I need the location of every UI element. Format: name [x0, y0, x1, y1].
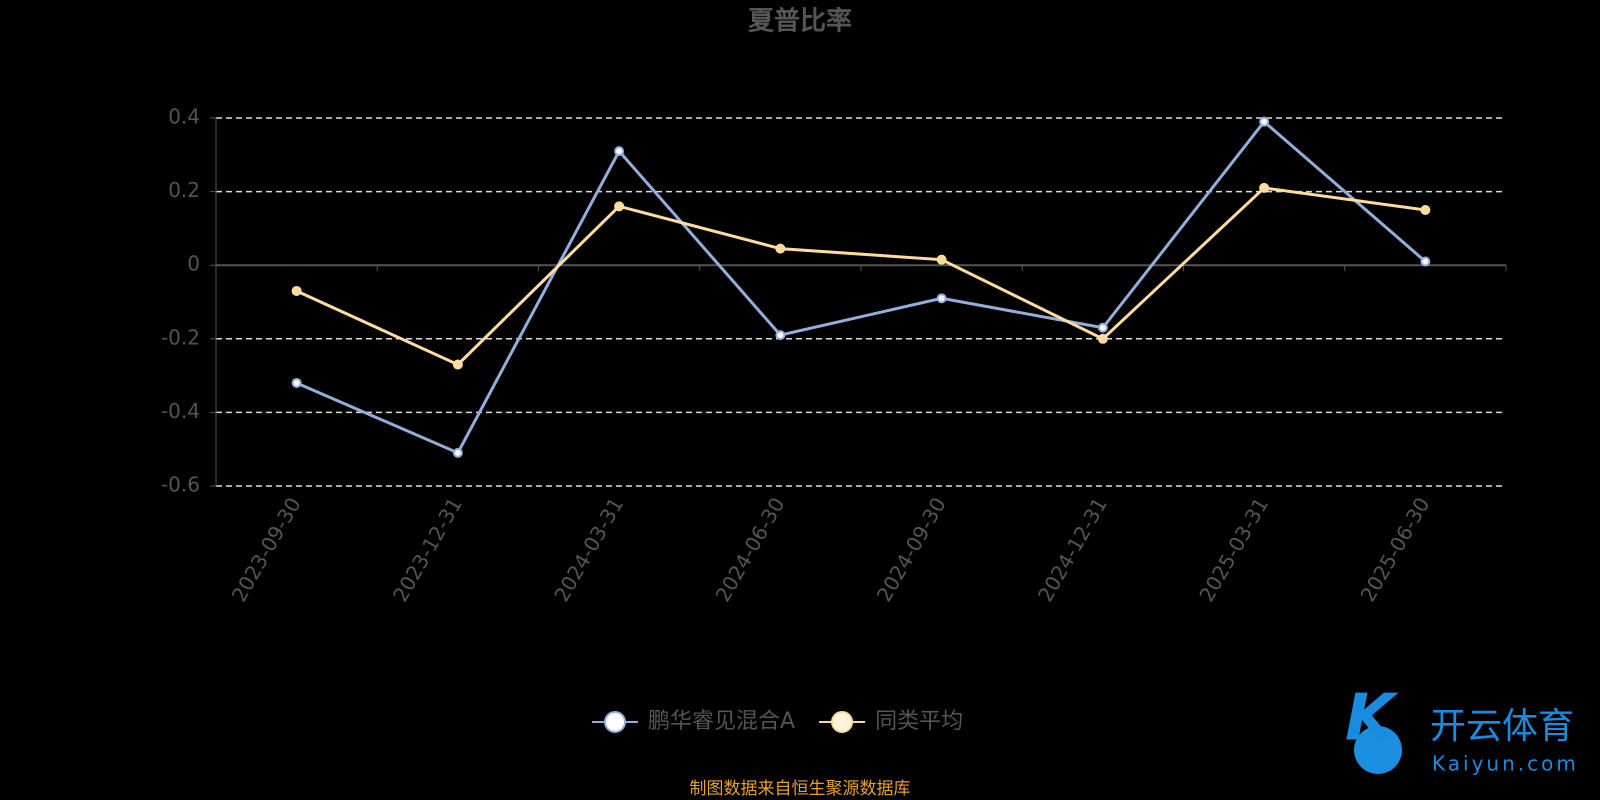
data-point [775, 330, 786, 341]
chart-title: 夏普比率 [748, 6, 852, 37]
data-point [936, 254, 947, 265]
data-point [1259, 116, 1270, 127]
data-point [1097, 322, 1108, 333]
x-tick-label: 2024-03-31 [549, 493, 628, 606]
x-tick-label: 2024-09-30 [872, 493, 951, 606]
legend-marker [831, 711, 854, 733]
watermark-icon [1354, 726, 1402, 774]
source-note: 制图数据来自恒生聚源数据库 [690, 779, 911, 799]
data-point [775, 243, 786, 254]
y-tick-label: -0.4 [161, 399, 200, 423]
series-line [296, 119, 1427, 455]
data-point [1420, 205, 1431, 215]
watermark: K 开云体育 Kaiyun.com [1345, 682, 1579, 776]
y-tick-label: -0.2 [161, 325, 200, 349]
data-point [291, 285, 302, 296]
x-tick-label: 2025-03-31 [1194, 493, 1273, 606]
data-point [1420, 256, 1431, 267]
watermark-k: K [1345, 682, 1399, 756]
data-point [1097, 333, 1108, 344]
legend-label: 同类平均 [875, 709, 963, 734]
data-point [452, 447, 463, 458]
x-tick-label: 2025-06-30 [1356, 493, 1435, 606]
legend-item: 鹏华睿见混合A [592, 709, 795, 734]
legend-item: 同类平均 [819, 709, 963, 734]
x-tick-label: 2024-12-31 [1033, 493, 1112, 606]
data-point [291, 377, 302, 388]
data-point [1259, 182, 1270, 193]
data-point [614, 146, 625, 157]
data-point [614, 201, 625, 212]
y-tick-label: 0.4 [168, 105, 200, 129]
data-point [936, 293, 947, 304]
watermark-brand: 开云体育 [1430, 706, 1574, 747]
series-line [296, 186, 1426, 367]
x-tick-label: 2023-09-30 [227, 493, 306, 606]
data-point [452, 359, 463, 370]
legend-label: 鹏华睿见混合A [648, 709, 795, 734]
watermark-site: Kaiyun.com [1432, 752, 1579, 776]
y-tick-label: 0 [187, 252, 200, 276]
x-tick-label: 2023-12-31 [388, 493, 467, 606]
y-tick-label: 0.2 [168, 178, 200, 202]
x-tick-label: 2024-06-30 [711, 493, 790, 606]
y-tick-label: -0.6 [161, 473, 200, 497]
legend-marker [604, 711, 626, 733]
